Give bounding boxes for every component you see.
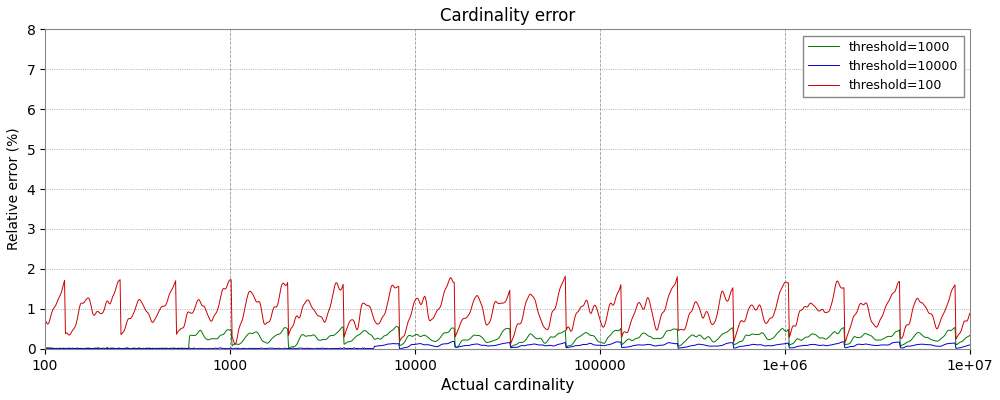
threshold=1000: [415, 334, 427, 339]
threshold=100: [134, 297, 146, 302]
threshold=100: [229, 342, 241, 347]
threshold=10000: [762, 343, 774, 348]
threshold=100: [414, 301, 426, 306]
threshold=10000: [394, 346, 406, 351]
threshold=100: [447, 280, 459, 285]
threshold=10000: [964, 342, 976, 347]
threshold=1000: [762, 337, 774, 342]
threshold=10000: [447, 339, 459, 344]
Line: threshold=1000: threshold=1000: [45, 326, 970, 349]
Title: Cardinality error: Cardinality error: [440, 7, 575, 25]
threshold=1000: [96, 346, 108, 351]
threshold=10000: [134, 346, 146, 350]
Y-axis label: Relative error (%): Relative error (%): [7, 128, 21, 250]
threshold=10000: [39, 346, 51, 351]
threshold=10000: [448, 339, 460, 344]
threshold=10000: [779, 342, 791, 346]
threshold=1000: [964, 333, 976, 338]
threshold=100: [676, 327, 688, 332]
threshold=1000: [448, 326, 460, 331]
threshold=100: [762, 319, 774, 324]
X-axis label: Actual cardinality: Actual cardinality: [441, 378, 574, 393]
threshold=100: [559, 274, 571, 279]
threshold=1000: [779, 328, 791, 333]
threshold=100: [39, 318, 51, 322]
threshold=1000: [39, 346, 51, 351]
Line: threshold=10000: threshold=10000: [45, 341, 970, 349]
threshold=1000: [391, 324, 403, 329]
threshold=10000: [676, 345, 688, 350]
threshold=100: [779, 280, 791, 285]
Line: threshold=100: threshold=100: [45, 276, 970, 344]
threshold=1000: [676, 342, 688, 347]
threshold=100: [964, 311, 976, 316]
threshold=10000: [414, 341, 426, 346]
threshold=1000: [134, 346, 146, 351]
Legend: threshold=1000, threshold=10000, threshold=100: threshold=1000, threshold=10000, thresho…: [803, 36, 964, 97]
